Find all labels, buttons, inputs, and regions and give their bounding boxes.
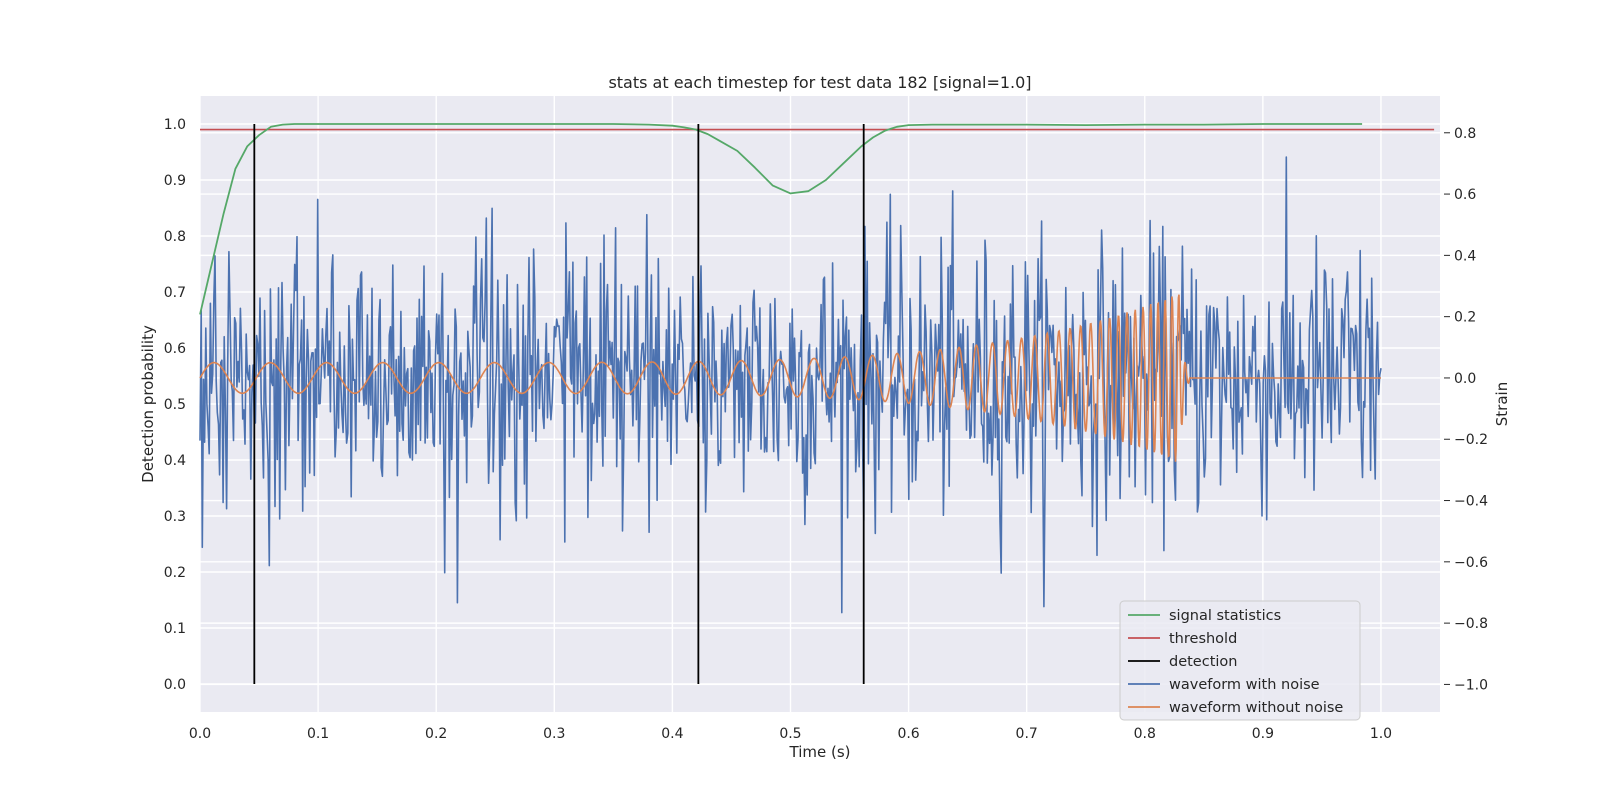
series-waveform-with-noise xyxy=(199,156,1382,614)
y-tick-label-right-0: −1.0 xyxy=(1454,677,1488,693)
x-tick-label-3: 0.3 xyxy=(543,726,565,742)
legend-label-threshold: threshold xyxy=(1169,631,1237,647)
chart-title: stats at each timestep for test data 182… xyxy=(608,73,1031,92)
y-tick-label-left-10: 1.0 xyxy=(164,117,186,133)
x-tick-label-7: 0.7 xyxy=(1016,726,1038,742)
y-tick-label-right-7: 0.4 xyxy=(1454,248,1476,264)
x-tick-label-9: 0.9 xyxy=(1252,726,1274,742)
y-tick-label-left-0: 0.0 xyxy=(164,677,186,693)
y-tick-label-right-3: −0.4 xyxy=(1454,494,1488,510)
y-tick-label-left-4: 0.4 xyxy=(164,453,186,469)
legend-label-waveform-with-noise: waveform with noise xyxy=(1169,677,1320,693)
series-waveform-without-noise xyxy=(199,294,1381,462)
x-tick-label-5: 0.5 xyxy=(779,726,801,742)
legend-label-detection: detection xyxy=(1169,654,1237,670)
legend-label-signal-statistics: signal statistics xyxy=(1169,608,1281,624)
x-axis-label: Time (s) xyxy=(789,743,851,761)
y-tick-label-left-2: 0.2 xyxy=(164,565,186,581)
y-tick-label-right-2: −0.6 xyxy=(1454,555,1488,571)
legend-label-waveform-without-noise: waveform without noise xyxy=(1169,700,1343,716)
y-tick-label-right-4: −0.2 xyxy=(1454,432,1488,448)
y-tick-label-left-1: 0.1 xyxy=(164,621,186,637)
x-tick-label-1: 0.1 xyxy=(307,726,329,742)
legend-box xyxy=(1119,600,1361,721)
x-tick-label-4: 0.4 xyxy=(661,726,683,742)
x-tick-label-6: 0.6 xyxy=(897,726,919,742)
y-tick-label-left-5: 0.5 xyxy=(164,397,186,413)
y-axis-label-left: Detection probability xyxy=(139,325,157,483)
series-signal-statistics xyxy=(199,123,1363,315)
y-tick-label-right-8: 0.6 xyxy=(1454,187,1476,203)
x-tick-label-2: 0.2 xyxy=(425,726,447,742)
y-tick-label-right-6: 0.2 xyxy=(1454,310,1476,326)
y-tick-label-left-8: 0.8 xyxy=(164,229,186,245)
y-tick-label-left-6: 0.6 xyxy=(164,341,186,357)
y-tick-label-right-5: 0.0 xyxy=(1454,371,1476,387)
tick-labels: 0.0 0.1 0.2 0.3 0.4 0.5 0.6 0.7 0.8 0.9 1.0 0.0 0.1 0… xyxy=(164,117,1488,742)
y-tick-label-left-7: 0.7 xyxy=(164,285,186,301)
x-tick-label-8: 0.8 xyxy=(1134,726,1156,742)
y-tick-label-left-3: 0.3 xyxy=(164,509,186,525)
y-tick-label-right-9: 0.8 xyxy=(1454,126,1476,142)
x-tick-label-0: 0.0 xyxy=(189,726,211,742)
y-tick-label-left-9: 0.9 xyxy=(164,173,186,189)
y-tick-label-right-1: −0.8 xyxy=(1454,616,1488,632)
series-layer xyxy=(199,123,1435,684)
legend: signal statistics threshold detection wa… xyxy=(1119,600,1361,721)
x-tick-label-10: 1.0 xyxy=(1370,726,1392,742)
y-axis-label-right: Strain xyxy=(1493,382,1511,426)
